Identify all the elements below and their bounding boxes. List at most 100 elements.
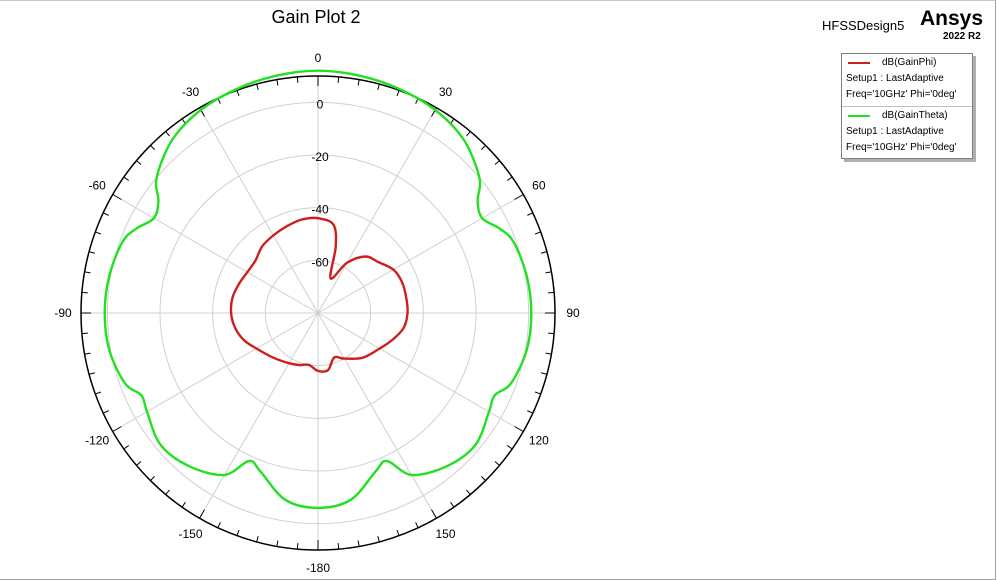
angle-tick-mark xyxy=(276,79,279,86)
angle-tick-mark xyxy=(88,251,96,254)
legend-setup: Setup1 : LastAdaptive xyxy=(846,126,944,137)
legend-swatch xyxy=(848,62,870,64)
angle-tick-mark xyxy=(217,522,221,529)
angle-tick-mark xyxy=(95,391,102,395)
legend[interactable]: dB(GainPhi) Setup1 : LastAdaptive Freq='… xyxy=(841,53,973,159)
angle-grid-spoke xyxy=(317,194,524,314)
angle-tick-label: -120 xyxy=(85,434,109,448)
angle-tick-mark xyxy=(357,540,360,547)
angle-tick-mark xyxy=(88,372,96,375)
angle-tick-mark xyxy=(514,194,524,200)
legend-setup: Setup1 : LastAdaptive xyxy=(846,73,944,84)
angle-tick-label: -180 xyxy=(306,561,330,575)
angle-tick-mark xyxy=(150,475,156,481)
angle-tick-mark xyxy=(112,426,122,432)
angle-tick-mark xyxy=(150,145,156,151)
plot-title: Gain Plot 2 xyxy=(271,7,361,27)
angle-tick-mark xyxy=(545,352,552,355)
angle-tick-mark xyxy=(480,475,486,481)
radial-tick-label: -20 xyxy=(311,150,329,164)
series-line-dbgainphi xyxy=(229,216,409,373)
angle-tick-mark xyxy=(545,271,552,274)
legend-variables: Freq='10GHz' Phi='0deg' xyxy=(846,89,957,100)
angle-tick-mark xyxy=(236,90,240,97)
angle-tick-mark xyxy=(357,79,360,86)
angle-tick-mark xyxy=(396,90,400,97)
angle-tick-mark xyxy=(337,76,340,83)
angle-tick-mark xyxy=(494,461,500,466)
angle-tick-mark xyxy=(506,445,513,450)
angle-tick-label: 0 xyxy=(315,51,322,65)
angle-grid-spoke xyxy=(199,107,319,314)
angle-tick-mark xyxy=(534,231,541,235)
angle-tick-mark xyxy=(136,160,142,165)
angle-tick-mark xyxy=(450,501,455,508)
angle-tick-mark xyxy=(377,535,380,543)
angle-tick-mark xyxy=(81,332,88,335)
angle-tick-label: -30 xyxy=(182,85,200,99)
angle-tick-mark xyxy=(337,543,340,550)
angle-grid-spoke xyxy=(112,194,319,314)
angle-tick-mark xyxy=(466,131,471,137)
angle-tick-label: 60 xyxy=(532,179,546,193)
legend-swatch xyxy=(848,115,870,117)
angle-tick-label: 30 xyxy=(439,85,453,99)
angle-tick-mark xyxy=(81,291,88,294)
angle-tick-mark xyxy=(102,410,109,414)
version-label: 2022 R2 xyxy=(943,31,981,42)
angle-tick-mark xyxy=(296,76,299,83)
angle-tick-label: -150 xyxy=(178,527,202,541)
angle-grid-spoke xyxy=(317,107,437,314)
angle-tick-mark xyxy=(84,271,91,274)
angle-tick-mark xyxy=(276,540,279,547)
angle-tick-mark xyxy=(236,529,240,536)
angle-tick-mark xyxy=(112,194,122,200)
angle-tick-mark xyxy=(466,489,471,495)
angle-tick-mark xyxy=(527,410,534,414)
radial-tick-label: -40 xyxy=(311,203,329,217)
angle-tick-mark xyxy=(123,445,130,450)
angle-tick-mark xyxy=(165,489,170,495)
angle-tick-mark xyxy=(548,332,555,335)
angle-tick-mark xyxy=(506,176,513,181)
legend-series-name: dB(GainPhi) xyxy=(882,57,937,68)
angle-tick-mark xyxy=(540,251,548,254)
angle-tick-mark xyxy=(396,529,400,536)
series-line-dbgaintheta xyxy=(103,69,533,510)
legend-entry-gaintheta[interactable]: dB(GainTheta) Setup1 : LastAdaptive Freq… xyxy=(842,106,972,159)
angle-tick-label: -60 xyxy=(88,179,106,193)
angle-tick-mark xyxy=(84,352,91,355)
angle-tick-mark xyxy=(514,426,524,432)
angle-grid-spoke xyxy=(199,312,319,519)
legend-entry-gainphi[interactable]: dB(GainPhi) Setup1 : LastAdaptive Freq='… xyxy=(842,54,972,106)
angle-tick-mark xyxy=(480,145,486,151)
angle-tick-mark xyxy=(199,509,205,519)
angle-tick-mark xyxy=(377,83,380,91)
radial-tick-label: -60 xyxy=(311,255,329,269)
angle-tick-mark xyxy=(256,83,259,91)
angle-tick-mark xyxy=(527,212,534,216)
brand-logo: Ansys xyxy=(920,7,984,30)
angle-tick-mark xyxy=(136,461,142,466)
angle-tick-mark xyxy=(102,212,109,216)
design-name: HFSSDesign5 xyxy=(822,18,905,33)
legend-variables: Freq='10GHz' Phi='0deg' xyxy=(846,142,957,153)
angle-tick-mark xyxy=(415,522,419,529)
angle-tick-label: 120 xyxy=(529,434,549,448)
radial-tick-label: 0 xyxy=(317,97,324,111)
angle-tick-mark xyxy=(181,501,186,508)
angle-tick-mark xyxy=(540,372,548,375)
angle-tick-mark xyxy=(494,160,500,165)
angle-tick-mark xyxy=(123,176,130,181)
angle-tick-mark xyxy=(95,231,102,235)
angle-tick-mark xyxy=(548,291,555,294)
angle-tick-label: 150 xyxy=(435,527,455,541)
angle-tick-mark xyxy=(296,543,299,550)
legend-series-name: dB(GainTheta) xyxy=(882,110,948,121)
angle-tick-mark xyxy=(431,509,437,519)
angle-tick-mark xyxy=(534,391,541,395)
angle-tick-label: -90 xyxy=(54,306,72,320)
angle-tick-mark xyxy=(165,131,170,137)
angle-tick-mark xyxy=(256,535,259,543)
